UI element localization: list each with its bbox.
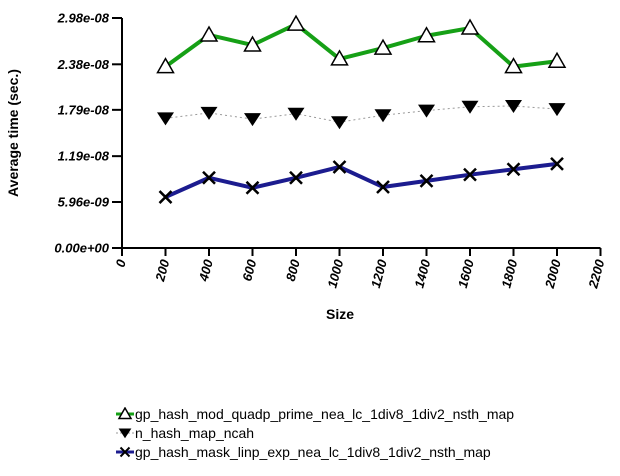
triangle-down-marker-icon <box>505 99 522 113</box>
x-tick-label: 400 <box>196 257 217 284</box>
triangle-up-marker-icon <box>460 18 480 35</box>
triangle-down-marker-icon <box>157 112 174 126</box>
y-tick-label: 5.96e-09 <box>58 195 110 210</box>
triangle-up-marker-icon <box>156 57 175 74</box>
legend-label: gp_hash_mask_linp_exp_nea_lc_1div8_1div2… <box>135 443 491 460</box>
triangle-down-marker-icon <box>200 106 218 120</box>
triangle-up-marker-icon <box>547 51 567 68</box>
x-marker-icon <box>289 170 303 185</box>
x-marker-icon <box>506 162 521 177</box>
x-tick-label: 800 <box>283 257 303 283</box>
legend-item: n_hash_map_ncah <box>116 423 514 442</box>
series-markers <box>156 14 567 204</box>
x-tick-label: 2000 <box>542 257 564 291</box>
x-tick-label: 1600 <box>455 257 477 290</box>
x-tick-label: 2200 <box>585 257 607 291</box>
x-marker-icon <box>550 156 564 171</box>
series-lines <box>164 22 558 199</box>
y-axis-ticks: 0.00e+00 5.96e-09 1.19e-08 1.79e-08 2.38e-08… <box>54 11 122 256</box>
x-axis-ticks: 0 200 400 600 800 1000 1200 1400 1600 1800 2000 220… <box>113 248 608 291</box>
series-line-0 <box>164 22 558 69</box>
x-marker-icon <box>419 173 434 188</box>
x-marker-icon <box>119 446 131 457</box>
x-marker-icon <box>463 167 477 182</box>
triangle-down-marker-icon <box>374 109 392 123</box>
x-marker-icon <box>376 180 390 194</box>
x-tick-label: 1200 <box>368 257 390 290</box>
triangle-down-marker-icon <box>287 107 305 121</box>
y-axis-label: Average time (sec.) <box>5 69 21 197</box>
y-tick-label: 2.38e-08 <box>57 57 110 72</box>
x-marker-icon <box>158 190 173 204</box>
legend-label: n_hash_map_ncah <box>135 424 255 441</box>
triangle-down-marker-icon <box>331 116 348 130</box>
line-chart: Average time (sec.) Size 0.00e+00 5.96e-0… <box>5 11 608 323</box>
triangle-up-marker-icon <box>373 38 393 55</box>
x-axis-label: Size <box>326 306 354 322</box>
x-marker-icon <box>245 180 260 195</box>
triangle-up-marker-icon <box>243 35 262 52</box>
y-tick-label: 1.79e-08 <box>58 102 110 117</box>
x-marker-icon <box>202 170 216 185</box>
x-marker-icon <box>332 160 347 174</box>
y-tick-label: 0.00e+00 <box>54 241 109 256</box>
triangle-up-legend-icon <box>116 406 134 419</box>
triangle-down-marker-icon <box>461 100 479 114</box>
triangle-down-marker-icon <box>418 104 435 118</box>
triangle-down-marker-icon <box>118 428 132 438</box>
legend-label: gp_hash_mod_quadp_prime_nea_lc_1div8_1di… <box>135 405 515 422</box>
y-tick-label: 1.19e-08 <box>58 149 110 164</box>
legend-item: gp_hash_mask_linp_exp_nea_lc_1div8_1div2… <box>116 442 514 461</box>
triangle-up-marker-icon <box>417 26 436 43</box>
triangle-up-marker-icon <box>286 14 306 31</box>
series-line-2 <box>164 161 558 199</box>
triangle-up-marker-icon <box>199 25 219 42</box>
series-line-1 <box>165 105 558 123</box>
x-tick-label: 1800 <box>498 257 520 290</box>
x-tick-label: 1000 <box>324 257 346 290</box>
x-tick-label: 0 <box>113 257 130 269</box>
x-tick-label: 600 <box>239 257 259 283</box>
triangle-down-legend-icon <box>116 428 134 438</box>
triangle-up-marker-icon <box>504 57 523 74</box>
triangle-down-marker-icon <box>548 103 566 117</box>
triangle-up-marker-icon <box>117 406 133 419</box>
y-tick-label: 2.98e-08 <box>57 11 110 26</box>
triangle-down-marker-icon <box>244 113 261 127</box>
x-tick-label: 1400 <box>411 257 433 290</box>
legend: gp_hash_mod_quadp_prime_nea_lc_1div8_1di… <box>116 404 514 461</box>
x-tick-label: 200 <box>152 257 173 284</box>
triangle-up-marker-icon <box>330 49 349 66</box>
x-marker-legend-icon <box>116 446 134 457</box>
legend-item: gp_hash_mod_quadp_prime_nea_lc_1div8_1di… <box>116 404 514 423</box>
